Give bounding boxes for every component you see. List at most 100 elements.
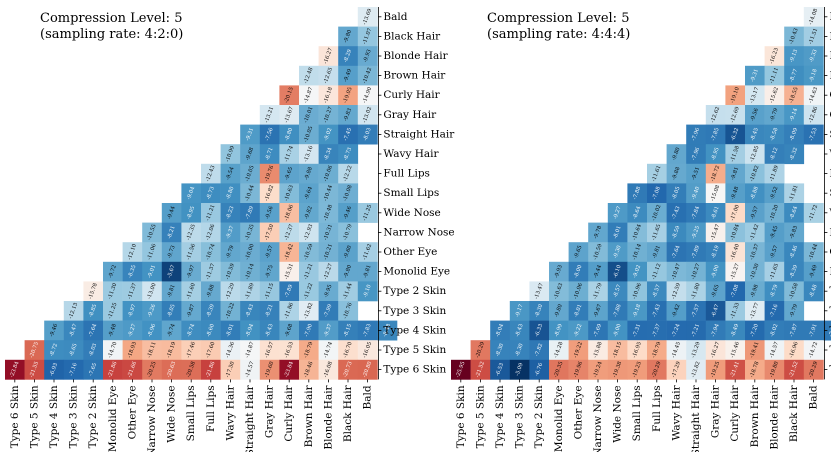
cell-value-label: -10.35 — [244, 224, 255, 242]
heatmap-cell — [647, 183, 667, 204]
cell-value-label: -14.90 — [362, 86, 373, 104]
cell-value-label: -8.32 — [789, 147, 799, 162]
cell-value-label: -12.62 — [710, 106, 721, 124]
column-label: Wavy Hair — [224, 384, 236, 440]
cell-value-label: -8.88 — [750, 186, 760, 201]
cell-value-label: -17.29 — [671, 361, 682, 379]
heatmap-cell — [784, 340, 805, 361]
cell-value-label: -8.35 — [127, 264, 137, 279]
cell-value-label: -8.43 — [245, 304, 255, 319]
heatmap-cell — [279, 85, 300, 106]
cell-value-label: -18.78 — [749, 361, 760, 379]
cell-value-label: -8.47 — [69, 323, 79, 338]
heatmap-cell — [240, 163, 261, 184]
cell-value-label: -15.88 — [592, 341, 603, 359]
cell-value-label: -13.82 — [690, 361, 701, 379]
heatmap-cell — [470, 340, 491, 361]
cell-value-label: -8.04 — [495, 322, 505, 337]
heatmap-cell — [299, 281, 319, 302]
cell-value-label: -11.89 — [244, 282, 255, 300]
heatmap-cell — [607, 242, 628, 263]
heatmap-cell — [647, 261, 667, 282]
cell-value-label: -25.95 — [455, 361, 466, 379]
row-label: Type 5 Skin — [829, 344, 831, 356]
heatmap-cell — [764, 46, 785, 67]
cell-value-label: -8.95 — [711, 147, 721, 162]
cell-value-label: -16.40 — [730, 243, 741, 261]
cell-value-label: -11.51 — [808, 28, 819, 46]
cell-value-label: -12.35 — [186, 224, 197, 242]
heatmap-cell — [299, 183, 319, 204]
cell-value-label: -10.22 — [225, 302, 236, 320]
heatmap-cell — [24, 359, 45, 380]
heatmap-cell — [103, 320, 123, 341]
cell-value-label: -7.65 — [88, 362, 98, 377]
heatmap-cell — [338, 144, 359, 165]
heatmap-cell — [259, 242, 280, 263]
column-label: Blonde Hair — [322, 384, 334, 449]
cell-value-label: -13.29 — [690, 341, 701, 359]
heatmap-cell — [259, 261, 280, 282]
cell-value-label: -17.46 — [186, 341, 197, 359]
cell-value-label: -9.14 — [789, 107, 799, 122]
heatmap-cell — [725, 222, 746, 243]
heatmap-cell — [764, 65, 785, 86]
cell-value-label: -19.24 — [592, 360, 604, 378]
column-label: Monolid Eye — [107, 385, 119, 452]
heatmap-cell — [220, 183, 241, 204]
heatmap-cell — [588, 301, 609, 321]
column-label: Other Eye — [126, 385, 138, 439]
heatmap-cell — [259, 340, 280, 361]
cell-value-label: -9.57 — [265, 245, 275, 260]
cell-value-label: -10.27 — [690, 263, 701, 281]
heatmap-panel-left: Compression Level: 5 (sampling rate: 4:2… — [5, 7, 455, 452]
heatmap-cell — [627, 242, 648, 263]
cell-value-label: -8.30 — [495, 343, 505, 358]
cell-value-label: -8.99 — [554, 323, 564, 338]
cell-value-label: -7.96 — [691, 147, 701, 162]
cell-value-label: -15.51 — [284, 263, 295, 281]
cell-value-label: -8.72 — [49, 343, 59, 358]
heatmap-cell — [686, 124, 707, 145]
cell-value-label: -6.76 — [534, 362, 544, 377]
cell-value-label: -9.02 — [632, 264, 642, 279]
heatmap-cell — [803, 65, 824, 86]
row-label: Blonde Hair — [383, 50, 448, 62]
heatmap-cell — [338, 222, 359, 243]
cell-value-label: -8.58 — [769, 127, 779, 142]
cell-value-label: -16.57 — [264, 341, 275, 359]
heatmap-cell — [122, 281, 143, 302]
heatmap-cell — [279, 124, 300, 145]
heatmap-cell — [607, 359, 628, 380]
row-label: Type 3 Skin — [383, 305, 446, 317]
heatmap-cell — [201, 281, 221, 302]
heatmap-cell — [201, 301, 221, 321]
heatmap-cell — [279, 222, 300, 243]
heatmap-cell — [299, 242, 319, 263]
cell-value-label: -14.08 — [808, 8, 819, 26]
cell-value-label: -10.59 — [592, 243, 603, 261]
row-label: Brown Hair — [383, 70, 446, 82]
cell-value-label: -7.99 — [323, 304, 333, 319]
heatmap-cell — [122, 340, 143, 361]
heatmap-cell — [240, 183, 261, 204]
heatmap-cell — [705, 222, 726, 243]
cell-value-label: -9.88 — [206, 284, 216, 299]
heatmap-cell — [803, 359, 824, 380]
cell-value-label: -9.81 — [167, 284, 177, 299]
column-label: Curly Hair — [283, 384, 295, 441]
cell-value-label: -20.80 — [362, 361, 373, 379]
cell-value-label: -12.86 — [808, 106, 819, 124]
heatmap-cell — [299, 301, 319, 321]
heatmap-cell — [338, 340, 359, 361]
cell-value-label: -7.88 — [613, 304, 623, 319]
cell-value-label: -16.23 — [769, 47, 780, 65]
heatmap-cell — [259, 203, 280, 223]
row-label: Wavy Hair — [829, 148, 831, 160]
heatmap-cell — [784, 105, 805, 125]
chart-title-left: Compression Level: 5 — [40, 11, 182, 26]
heatmap-cell — [299, 203, 319, 223]
cell-value-label: -10.44 — [244, 184, 256, 202]
heatmap-cell — [44, 340, 65, 361]
cell-value-label: -10.58 — [788, 282, 799, 300]
